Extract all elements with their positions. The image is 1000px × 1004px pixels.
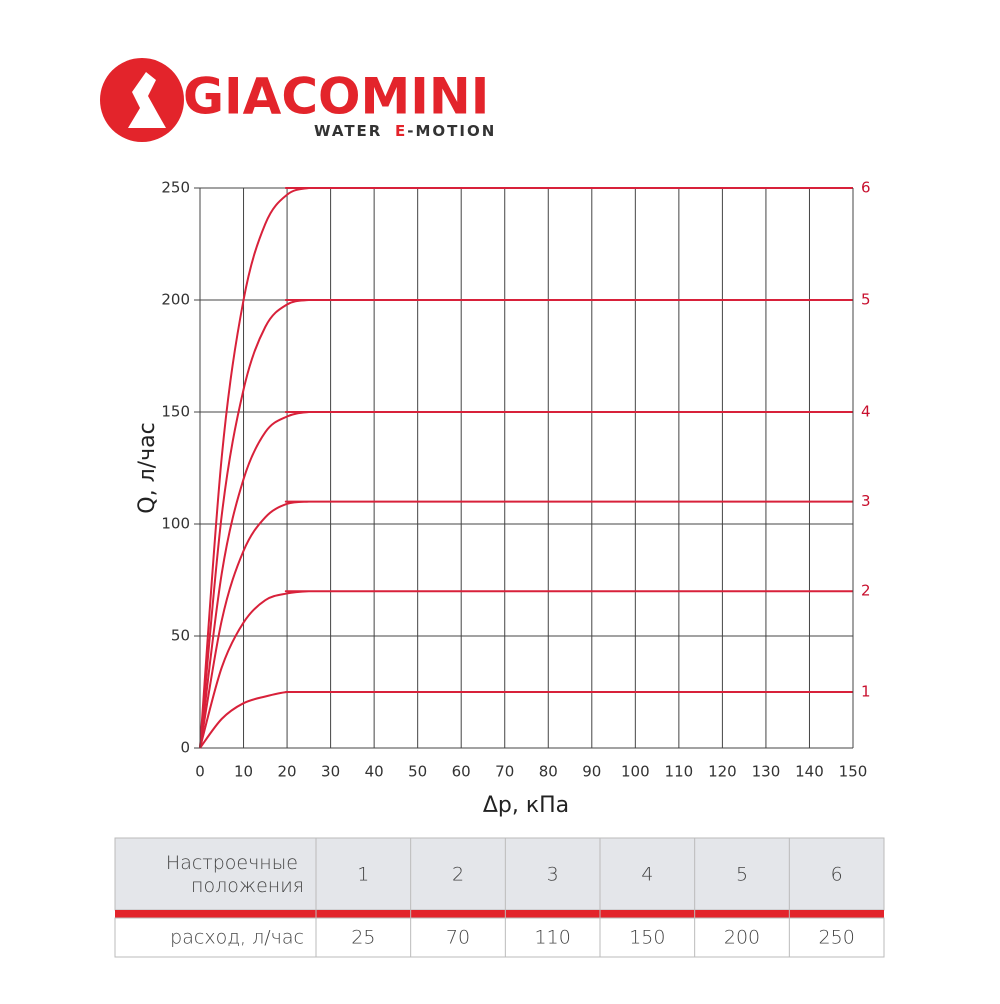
series-label: 3 xyxy=(861,492,871,510)
tagline-part: E xyxy=(395,122,407,140)
table-cell: 250 xyxy=(819,927,855,949)
table-header-cell: 3 xyxy=(547,864,559,886)
series-line xyxy=(199,590,853,749)
table-divider xyxy=(115,910,884,918)
x-tick-label: 50 xyxy=(408,763,427,781)
x-tick-label: 150 xyxy=(839,763,868,781)
x-tick-label: 0 xyxy=(195,763,205,781)
x-tick-label: 140 xyxy=(795,763,824,781)
table-cell: 25 xyxy=(351,927,375,949)
table-header-bg xyxy=(114,837,885,911)
table-cell: 70 xyxy=(446,927,470,949)
logo-tagline: WATER E-MOTION xyxy=(314,122,496,140)
y-tick-label: 100 xyxy=(161,515,190,533)
series-label: 4 xyxy=(861,403,871,421)
y-tick-label: 150 xyxy=(161,403,190,421)
table-header-cell: 6 xyxy=(831,864,843,886)
table: Настроечные положения 1 2 3 4 5 6 расход, л/час… xyxy=(114,837,885,958)
x-tick-label: 90 xyxy=(582,763,601,781)
series-line xyxy=(199,690,853,749)
y-tick-label: 200 xyxy=(161,291,190,309)
logo-name: GIACOMINI xyxy=(183,68,489,126)
table-cell: расход, л/час xyxy=(170,927,304,949)
x-tick-label: 70 xyxy=(495,763,514,781)
x-tick-label: 40 xyxy=(365,763,384,781)
x-tick-label: 20 xyxy=(278,763,297,781)
tagline-part: WATER xyxy=(314,122,382,140)
x-axis-title: Δp, кПа xyxy=(483,793,569,818)
series-label: 2 xyxy=(861,582,871,600)
table-header-cell: 1 xyxy=(357,864,369,886)
y-tick-label: 50 xyxy=(171,627,190,645)
table-header-cell: 4 xyxy=(641,864,653,886)
x-tick-label: 10 xyxy=(234,763,253,781)
tagline-part: -MOTION xyxy=(407,122,496,140)
table-header-cell: 5 xyxy=(736,864,748,886)
series-label: 5 xyxy=(861,291,871,309)
series-label: 6 xyxy=(861,179,871,197)
x-tick-label: 60 xyxy=(452,763,471,781)
logo-figure xyxy=(128,72,166,128)
x-tick-label: 120 xyxy=(708,763,737,781)
y-tick-label: 0 xyxy=(180,739,190,757)
x-tick-label: 100 xyxy=(621,763,650,781)
x-tick-label: 110 xyxy=(665,763,694,781)
y-axis-title: Q, л/час xyxy=(135,422,160,513)
table-cell: 150 xyxy=(629,927,665,949)
logo: GIACOMINI WATER E-MOTION xyxy=(100,58,496,142)
table-header-cell: Настроечные положения xyxy=(166,852,304,897)
table-cell: 200 xyxy=(724,927,760,949)
series-line xyxy=(199,186,853,749)
series-line xyxy=(199,410,853,749)
series-line xyxy=(199,298,853,749)
x-tick-label: 80 xyxy=(539,763,558,781)
series-line xyxy=(199,500,853,749)
table-cell: 110 xyxy=(535,927,571,949)
x-tick-label: 130 xyxy=(752,763,781,781)
table-row-bg xyxy=(114,917,885,958)
table-header-cell: 2 xyxy=(452,864,464,886)
y-tick-label: 250 xyxy=(161,179,190,197)
x-tick-label: 30 xyxy=(321,763,340,781)
series-label: 1 xyxy=(861,683,871,701)
